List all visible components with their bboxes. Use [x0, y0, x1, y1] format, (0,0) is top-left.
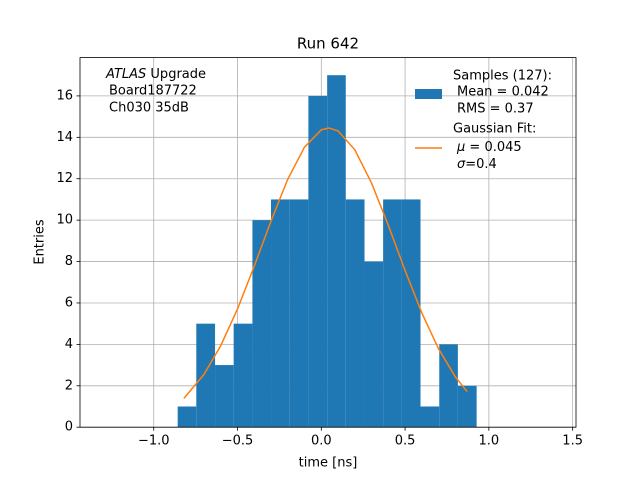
chart-title: Run 642 — [297, 35, 359, 53]
bar — [364, 261, 384, 428]
legend: Samples (127): Mean = 0.042 RMS = 0.37 G… — [415, 69, 552, 172]
y-tick-label: 16 — [56, 88, 73, 103]
bar — [327, 75, 346, 428]
x-axis-label: time [ns] — [299, 456, 358, 471]
legend-text: =0.4 — [465, 157, 497, 172]
y-axis-label: Entries — [33, 219, 48, 265]
annotation: ATLAS Upgrade — [105, 67, 206, 82]
legend-label: Mean = 0.042 — [457, 85, 549, 100]
marks — [177, 75, 477, 428]
x-tick-label: 0.0 — [311, 434, 332, 449]
bar — [308, 95, 328, 428]
bar — [177, 406, 197, 428]
y-tick-label: 0 — [65, 420, 73, 435]
x-tick-label: −1.0 — [138, 434, 170, 449]
fit-line — [183, 127, 468, 399]
bar — [233, 323, 253, 428]
annotation-line: Upgrade — [150, 67, 206, 82]
bar — [401, 199, 421, 428]
y-tick-label: 12 — [56, 171, 73, 186]
bar — [383, 199, 402, 428]
legend-label: RMS = 0.37 — [457, 102, 534, 117]
x-tick-label: 1.0 — [479, 434, 500, 449]
legend-label: μ = 0.045 — [456, 140, 522, 155]
bar — [271, 199, 290, 428]
y-tick-label: 4 — [65, 337, 73, 352]
legend-label: σ=0.4 — [457, 157, 497, 172]
y-tick-label: 2 — [65, 378, 73, 393]
legend-label: Samples (127): — [453, 69, 552, 84]
annotation-line: Ch030 35dB — [109, 101, 189, 116]
bar — [215, 365, 234, 428]
bar — [345, 199, 365, 428]
bar — [457, 385, 477, 428]
y-tick-label: 8 — [65, 254, 73, 269]
legend-text: = 0.045 — [469, 140, 521, 155]
y-tick-label: 6 — [65, 295, 73, 310]
bar — [196, 323, 216, 428]
y-tick-label: 14 — [56, 130, 73, 145]
annotation-italic: ATLAS — [105, 67, 146, 82]
legend-symbol: μ — [456, 140, 465, 155]
x-tick-label: −0.5 — [222, 434, 254, 449]
y-tick-label: 10 — [56, 213, 73, 228]
legend-symbol: σ — [457, 157, 466, 172]
bar — [289, 199, 309, 428]
legend-label: Gaussian Fit: — [453, 122, 536, 137]
legend-swatch — [415, 89, 442, 99]
bar — [420, 406, 440, 428]
bar — [439, 344, 458, 428]
x-tick-label: 1.5 — [562, 434, 583, 449]
annotation-line: Board187722 — [109, 84, 197, 99]
x-tick-label: 0.5 — [395, 434, 416, 449]
bar — [252, 220, 272, 428]
axes-frame — [79, 57, 577, 428]
